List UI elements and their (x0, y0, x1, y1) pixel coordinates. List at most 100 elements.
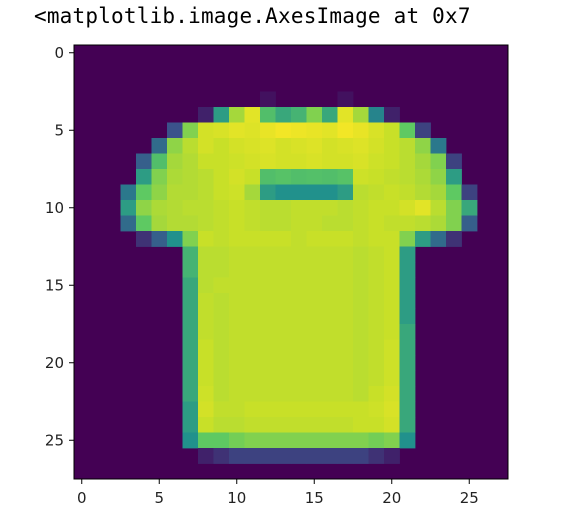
image-pixel (260, 246, 276, 263)
image-pixel (291, 231, 307, 247)
image-pixel (229, 153, 245, 170)
image-pixel (229, 200, 245, 216)
image-pixel (213, 184, 230, 201)
y-tick-label: 15 (45, 276, 64, 294)
image-pixel (399, 138, 416, 154)
image-pixel (353, 277, 369, 294)
image-pixel (167, 153, 183, 170)
image-pixel (384, 231, 400, 247)
image-pixel (368, 432, 385, 449)
image-pixel (322, 448, 338, 464)
image-pixel (430, 231, 447, 247)
image-pixel (384, 370, 400, 387)
image-pixel (368, 308, 385, 325)
image-pixel (306, 107, 323, 123)
image-pixel (306, 401, 323, 418)
image-pixel (384, 246, 400, 263)
image-pixel (368, 417, 385, 433)
image-pixel (384, 401, 400, 418)
image-pixel (337, 432, 354, 449)
output-repr-text: <matplotlib.image.AxesImage at 0x7 (34, 4, 471, 28)
image-pixel (229, 308, 245, 325)
image-pixel (182, 246, 199, 263)
y-tick-label: 25 (45, 431, 64, 449)
image-pixel (337, 401, 354, 418)
image-pixel (291, 324, 307, 340)
image-pixel (244, 122, 261, 139)
image-pixel (399, 200, 416, 216)
image-pixel (136, 231, 152, 247)
image-pixel (260, 169, 276, 185)
image-pixel (213, 200, 230, 216)
image-pixel (151, 138, 168, 154)
image-pixel (306, 324, 323, 340)
image-pixel (213, 370, 230, 387)
image-pixel (353, 246, 369, 263)
image-pixel (198, 401, 214, 418)
image-pixel (415, 231, 431, 247)
image-pixel (291, 122, 307, 139)
image-pixel (322, 215, 338, 232)
image-pixel (399, 370, 416, 387)
image-pixel (229, 401, 245, 418)
image-pixel (337, 277, 354, 294)
image-pixel (399, 308, 416, 325)
image-pixel (306, 169, 323, 185)
image-pixel (306, 184, 323, 201)
image-pixel (415, 138, 431, 154)
image-pixel (384, 153, 400, 170)
image-pixel (368, 246, 385, 263)
image-pixel (275, 308, 292, 325)
image-pixel (446, 169, 462, 185)
image-pixel (260, 293, 276, 309)
image-pixel (306, 246, 323, 263)
image-pixel (353, 293, 369, 309)
image-pixel (198, 448, 214, 464)
image-pixel (213, 277, 230, 294)
image-pixel (229, 246, 245, 263)
image-pixel (260, 262, 276, 278)
image-pixel (337, 308, 354, 325)
image-pixel (446, 153, 462, 170)
image-pixel (306, 293, 323, 309)
image-pixel (430, 138, 447, 154)
image-pixel (198, 262, 214, 278)
image-pixel (260, 339, 276, 356)
image-pixel (275, 231, 292, 247)
image-pixel (229, 231, 245, 247)
image-pixel (198, 169, 214, 185)
image-pixel (368, 355, 385, 371)
image-pixel (182, 231, 199, 247)
image-pixel (182, 122, 199, 139)
image-pixel (291, 153, 307, 170)
image-pixel (399, 432, 416, 449)
image-pixel (384, 339, 400, 356)
image-pixel (353, 169, 369, 185)
image-pixel (213, 417, 230, 433)
image-pixel (244, 308, 261, 325)
image-pixel (182, 308, 199, 325)
image-pixel (415, 184, 431, 201)
image-pixel (244, 277, 261, 294)
image-pixel (198, 324, 214, 340)
image-pixel (260, 277, 276, 294)
image-pixel (198, 308, 214, 325)
image-pixel (260, 91, 276, 108)
image-pixel (399, 184, 416, 201)
image-pixel (306, 370, 323, 387)
image-pixel (213, 138, 230, 154)
image-pixel (368, 339, 385, 356)
image-pixel (384, 432, 400, 449)
image-pixel (229, 169, 245, 185)
image-pixel (399, 231, 416, 247)
image-pixel (291, 107, 307, 123)
image-pixel (368, 138, 385, 154)
image-pixel (337, 122, 354, 139)
image-pixel (306, 231, 323, 247)
image-pixel (260, 122, 276, 139)
image-pixel (353, 215, 369, 232)
image-pixel (322, 308, 338, 325)
image-pixel (430, 200, 447, 216)
image-pixel (275, 432, 292, 449)
image-pixel (306, 417, 323, 433)
